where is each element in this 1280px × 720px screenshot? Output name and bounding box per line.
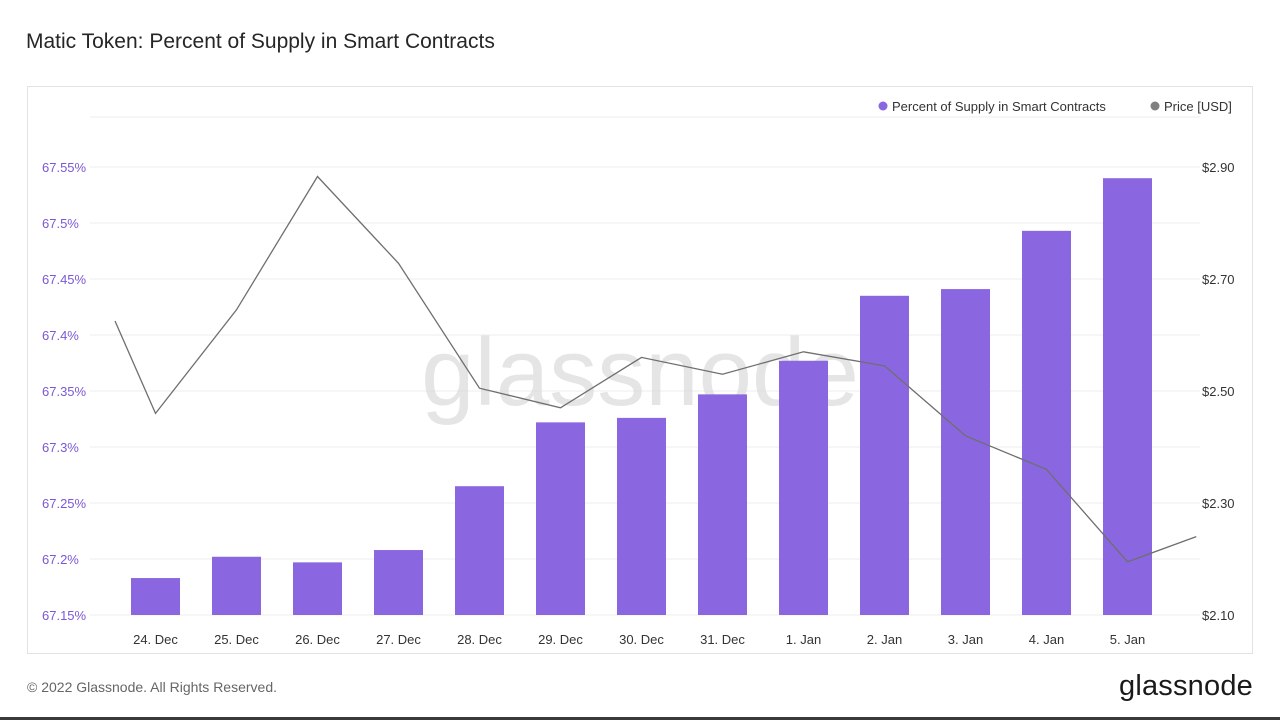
right-axis: $2.10 $2.30 $2.50 $2.70 $2.90	[1202, 160, 1235, 623]
bar-4-jan[interactable]	[1022, 230, 1071, 615]
left-tick-label: 67.25%	[42, 496, 87, 511]
glassnode-logo[interactable]: glassnode	[1118, 670, 1253, 702]
right-tick-label: $2.10	[1202, 608, 1235, 623]
bar-31-dec[interactable]	[698, 394, 747, 615]
x-tick-label: 1. Jan	[786, 632, 821, 647]
bar-1-jan[interactable]	[779, 360, 828, 615]
bar-26-dec[interactable]	[293, 562, 342, 615]
right-tick-label: $2.30	[1202, 496, 1235, 511]
bar-27-dec[interactable]	[374, 550, 423, 615]
x-tick-label: 2. Jan	[867, 632, 902, 647]
x-tick-label: 25. Dec	[214, 632, 259, 647]
x-tick-label: 24. Dec	[133, 632, 178, 647]
copyright-text: © 2022 Glassnode. All Rights Reserved.	[27, 679, 278, 695]
x-tick-label: 29. Dec	[538, 632, 583, 647]
x-tick-label: 5. Jan	[1110, 632, 1145, 647]
legend-dot-supply	[878, 101, 888, 111]
price-line[interactable]	[114, 175, 1197, 563]
right-tick-label: $2.50	[1202, 384, 1235, 399]
left-tick-label: 67.4%	[42, 328, 79, 343]
left-tick-label: 67.55%	[42, 160, 87, 175]
chart-frame: glassnode 67.15% 67.2% 67.25% 67.3% 67.35% 67…	[27, 86, 1253, 654]
bar-2-jan[interactable]	[860, 295, 909, 615]
bottom-rule	[0, 717, 1280, 720]
legend-label-price[interactable]: Price [USD]	[1164, 99, 1232, 114]
legend-label-supply[interactable]: Percent of Supply in Smart Contracts	[892, 99, 1106, 114]
x-tick-label: 27. Dec	[376, 632, 421, 647]
bars-layer	[131, 178, 1152, 615]
x-tick-label: 31. Dec	[700, 632, 745, 647]
bar-25-dec[interactable]	[212, 556, 261, 615]
legend[interactable]: Percent of Supply in Smart Contracts Pri…	[878, 99, 1232, 114]
left-tick-label: 67.5%	[42, 216, 79, 231]
bar-29-dec[interactable]	[536, 422, 585, 615]
bar-30-dec[interactable]	[617, 417, 666, 615]
left-tick-label: 67.15%	[42, 608, 87, 623]
left-tick-label: 67.45%	[42, 272, 87, 287]
page-title: Matic Token: Percent of Supply in Smart …	[26, 30, 495, 53]
chart-svg[interactable]: glassnode 67.15%67.2%67.25%67.3%67.35%67…	[28, 87, 1254, 655]
x-tick-label: 28. Dec	[457, 632, 502, 647]
left-tick-label: 67.35%	[42, 384, 87, 399]
x-tick-label: 4. Jan	[1029, 632, 1064, 647]
legend-dot-price	[1150, 101, 1160, 111]
x-axis: 24. Dec 25. Dec 26. Dec 27. Dec 28. Dec 29. D…	[133, 632, 1145, 647]
right-tick-label: $2.70	[1202, 272, 1235, 287]
left-tick-label: 67.3%	[42, 440, 79, 455]
right-tick-label: $2.90	[1202, 160, 1235, 175]
bar-24-dec[interactable]	[131, 578, 180, 615]
bar-5-jan[interactable]	[1103, 178, 1152, 615]
bar-3-jan[interactable]	[941, 289, 990, 615]
bar-28-dec[interactable]	[455, 486, 504, 615]
left-tick-label: 67.2%	[42, 552, 79, 567]
price-line-layer	[114, 175, 1197, 563]
left-axis: 67.15% 67.2% 67.25% 67.3% 67.35% 67.4% 67.45% 6…	[42, 160, 87, 623]
x-tick-label: 26. Dec	[295, 632, 340, 647]
x-tick-label: 30. Dec	[619, 632, 664, 647]
x-tick-label: 3. Jan	[948, 632, 983, 647]
